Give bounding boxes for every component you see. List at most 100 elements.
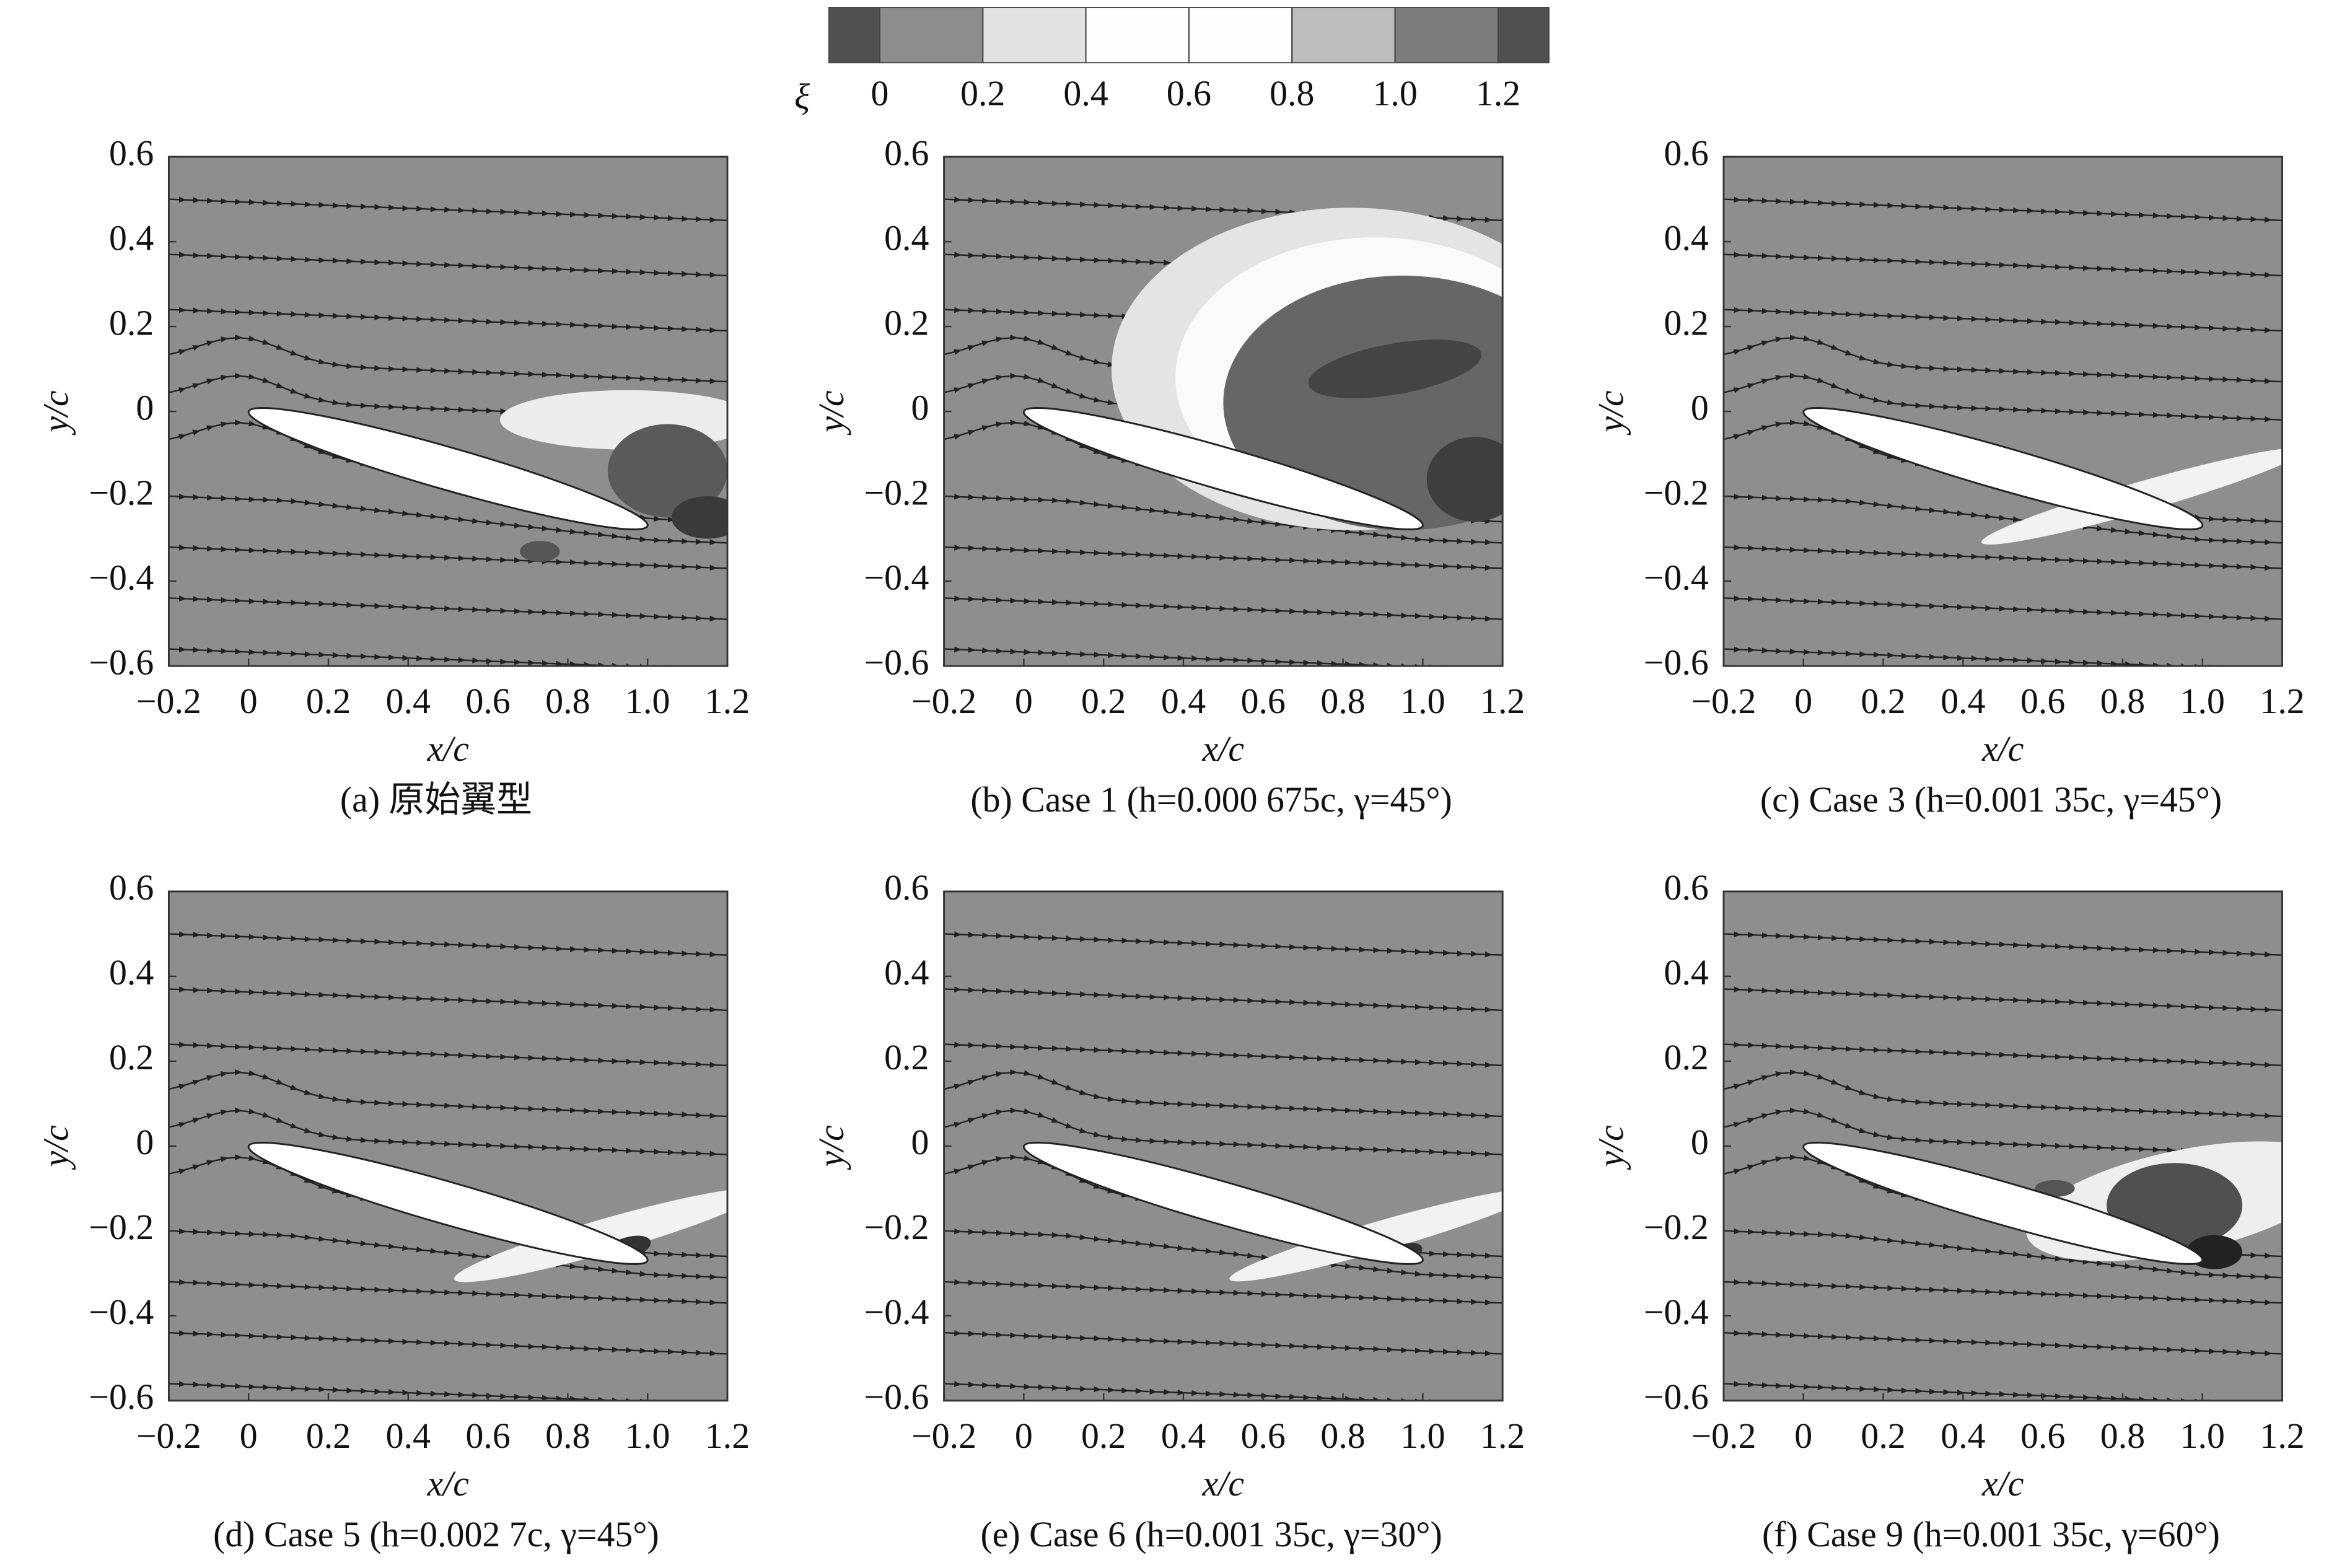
x-tick-label: 1.0 <box>1400 681 1445 721</box>
x-tick-label: 0.2 <box>1861 1416 1905 1456</box>
streamline <box>944 1279 1503 1306</box>
streamline <box>169 931 728 958</box>
panel-caption: (f) Case 9 (h=0.001 35c, γ=60°) <box>1762 1514 2220 1554</box>
streamline <box>1723 1381 2273 1401</box>
streamline <box>944 1107 1503 1157</box>
airfoil <box>247 407 649 530</box>
streamline <box>1723 595 2283 622</box>
x-tick-label: −0.2 <box>1691 681 1756 721</box>
streamline <box>1723 252 2283 278</box>
colorbar-tick-label: 0.4 <box>1063 73 1108 113</box>
colorbar-cell <box>1188 7 1293 64</box>
streamline <box>944 1228 1503 1280</box>
y-axis-label: y/c <box>811 1125 851 1170</box>
plot-area <box>169 891 728 1401</box>
panel-caption: (e) Case 6 (h=0.001 35c, γ=30°) <box>980 1514 1442 1554</box>
x-tick-label: 0.8 <box>1320 681 1365 721</box>
panel-caption: (d) Case 5 (h=0.002 7c, γ=45°) <box>213 1514 659 1554</box>
streamline <box>944 986 1503 1013</box>
streamline <box>1723 931 2283 958</box>
plot-area <box>944 891 1503 1401</box>
colorbar-cell <box>828 7 880 64</box>
x-tick-label: 0.2 <box>1081 681 1126 721</box>
colorbar-cell <box>879 7 984 64</box>
colorbar-tick-label: 1.2 <box>1476 73 1520 113</box>
y-tick-label: −0.4 <box>864 557 929 597</box>
streamline <box>1723 1330 2283 1357</box>
y-tick-label: 0.6 <box>884 867 929 908</box>
y-axis-label: y/c <box>36 390 76 436</box>
y-tick-label: −0.4 <box>1644 557 1709 597</box>
streamline <box>944 1041 1503 1068</box>
x-tick-label: 0 <box>1015 681 1033 721</box>
y-tick-label: 0 <box>136 1122 154 1162</box>
y-tick-label: 0.4 <box>884 952 929 992</box>
colorbar-cell <box>1394 7 1499 64</box>
x-tick-label: −0.2 <box>136 1416 201 1456</box>
x-tick-label: 0.4 <box>1161 681 1206 721</box>
streamline <box>169 595 728 622</box>
x-tick-label: −0.2 <box>911 681 976 721</box>
x-tick-label: 0.6 <box>465 1416 510 1456</box>
x-tick-label: 0.8 <box>1320 1416 1365 1456</box>
y-tick-label: 0.4 <box>884 217 929 258</box>
x-tick-label: 1.2 <box>1480 681 1525 721</box>
y-axis-label: y/c <box>811 390 851 436</box>
y-tick-label: −0.2 <box>1644 472 1709 512</box>
y-tick-label: 0.2 <box>884 302 929 343</box>
plot-area <box>944 157 1503 666</box>
panel-caption: (b) Case 1 (h=0.000 675c, γ=45°) <box>970 779 1452 820</box>
y-tick-label: 0.2 <box>109 1037 154 1077</box>
x-tick-label: 1.0 <box>1400 1416 1445 1456</box>
streamline <box>1723 1279 2283 1306</box>
x-tick-label: 0.6 <box>465 681 510 721</box>
x-tick-label: 0.4 <box>1941 681 1985 721</box>
streamline <box>944 931 1503 958</box>
streamline <box>169 1107 728 1157</box>
streamline <box>169 196 728 223</box>
colorbar-cell <box>982 7 1087 64</box>
streamline <box>944 646 1493 666</box>
x-tick-label: 1.0 <box>625 681 670 721</box>
x-tick-label: 0.2 <box>306 681 351 721</box>
colorbar-label: ξ <box>794 76 810 116</box>
y-tick-label: 0.6 <box>1664 133 1709 173</box>
streamline <box>169 1381 717 1401</box>
colorbar-tick-label: 0.6 <box>1167 73 1211 113</box>
y-tick-label: −0.6 <box>1644 642 1709 682</box>
x-axis-label: x/c <box>1981 729 2024 769</box>
y-tick-label: 0.6 <box>109 867 154 908</box>
plot-area <box>1723 891 2283 1401</box>
x-tick-label: 0 <box>1794 1416 1812 1456</box>
x-tick-label: 1.0 <box>2180 681 2225 721</box>
plot-area <box>1723 157 2283 666</box>
x-tick-label: 1.2 <box>2260 1416 2304 1456</box>
x-tick-label: 0.6 <box>2020 681 2065 721</box>
y-tick-label: −0.4 <box>89 557 154 597</box>
y-tick-label: 0.6 <box>1664 867 1709 908</box>
streamline <box>1723 307 2283 333</box>
x-tick-label: 0.8 <box>2100 1416 2145 1456</box>
streamline <box>1723 196 2283 223</box>
y-tick-label: −0.4 <box>89 1292 154 1332</box>
x-tick-label: 0.4 <box>1941 1416 1985 1456</box>
x-axis-label: x/c <box>1202 1463 1245 1504</box>
y-tick-label: 0.4 <box>1664 217 1709 258</box>
x-axis-label: x/c <box>1981 1463 2024 1504</box>
y-tick-label: −0.6 <box>1644 1377 1709 1417</box>
streamline <box>1723 545 2283 571</box>
x-axis-label: x/c <box>427 1463 470 1504</box>
x-tick-label: 0 <box>240 1416 258 1456</box>
x-tick-label: 0.2 <box>306 1416 351 1456</box>
y-tick-label: −0.2 <box>1644 1207 1709 1247</box>
x-tick-label: 0.2 <box>1861 681 1905 721</box>
airfoil <box>1022 407 1424 530</box>
y-axis-label: y/c <box>1590 1125 1631 1170</box>
y-tick-label: 0.2 <box>109 302 154 343</box>
y-tick-label: 0.4 <box>109 217 154 258</box>
plot-area <box>169 157 728 666</box>
x-tick-label: 1.2 <box>1480 1416 1525 1456</box>
streamline <box>169 493 728 546</box>
y-tick-label: 0 <box>1691 1122 1709 1162</box>
